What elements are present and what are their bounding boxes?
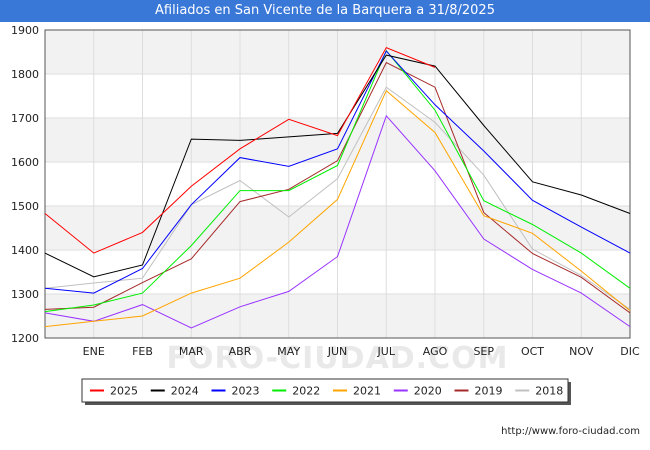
plot-frame [44, 29, 631, 339]
legend-label: 2024 [171, 385, 199, 398]
series-line-2024 [44, 54, 631, 278]
y-tick-label: 1600 [11, 156, 39, 169]
x-tick-label: AGO [423, 345, 448, 358]
series-line-2020 [44, 114, 631, 329]
y-tick-label: 1200 [11, 332, 39, 345]
legend-label: 2020 [414, 385, 442, 398]
y-tick-label: 1500 [11, 200, 39, 213]
watermark: FORO-CIUDAD.COM [167, 341, 509, 376]
x-tick-label: MAY [277, 345, 300, 358]
x-tick-label: ABR [229, 345, 252, 358]
x-tick-label: DIC [620, 345, 640, 358]
x-tick-label: JUN [327, 345, 348, 358]
legend-label: 2022 [292, 385, 320, 398]
legend-box [81, 378, 569, 403]
x-tick-label: JUL [377, 345, 396, 358]
legend-label: 2019 [475, 385, 503, 398]
y-tick-label: 1800 [11, 68, 39, 81]
y-tick-label: 1700 [11, 112, 39, 125]
y-tick-label: 1400 [11, 244, 39, 257]
legend-label: 2018 [535, 385, 563, 398]
x-tick-label: MAR [179, 345, 204, 358]
x-tick-label: NOV [569, 345, 594, 358]
y-tick-label: 1300 [11, 288, 39, 301]
x-tick-label: ENE [83, 345, 105, 358]
x-tick-label: OCT [521, 345, 544, 358]
x-tick-label: SEP [473, 345, 494, 358]
series-line-2023 [44, 50, 631, 294]
series-line-2021 [44, 89, 631, 328]
y-tick-label: 1900 [11, 24, 39, 37]
legend: 2025 2024 2023 2022 2021 2020 2019 2018 [81, 378, 569, 403]
chart-title: Afiliados en San Vicente de la Barquera … [0, 0, 650, 22]
legend-label: 2021 [353, 385, 381, 398]
legend-label: 2023 [232, 385, 260, 398]
series-line-2022 [44, 49, 631, 313]
series-line-2025 [44, 46, 436, 254]
x-tick-label: FEB [132, 345, 153, 358]
legend-label: 2025 [110, 385, 138, 398]
source-url[interactable]: http://www.foro-ciudad.com [501, 426, 640, 437]
series-line-2019 [44, 61, 631, 314]
series-line-2018 [44, 86, 631, 310]
